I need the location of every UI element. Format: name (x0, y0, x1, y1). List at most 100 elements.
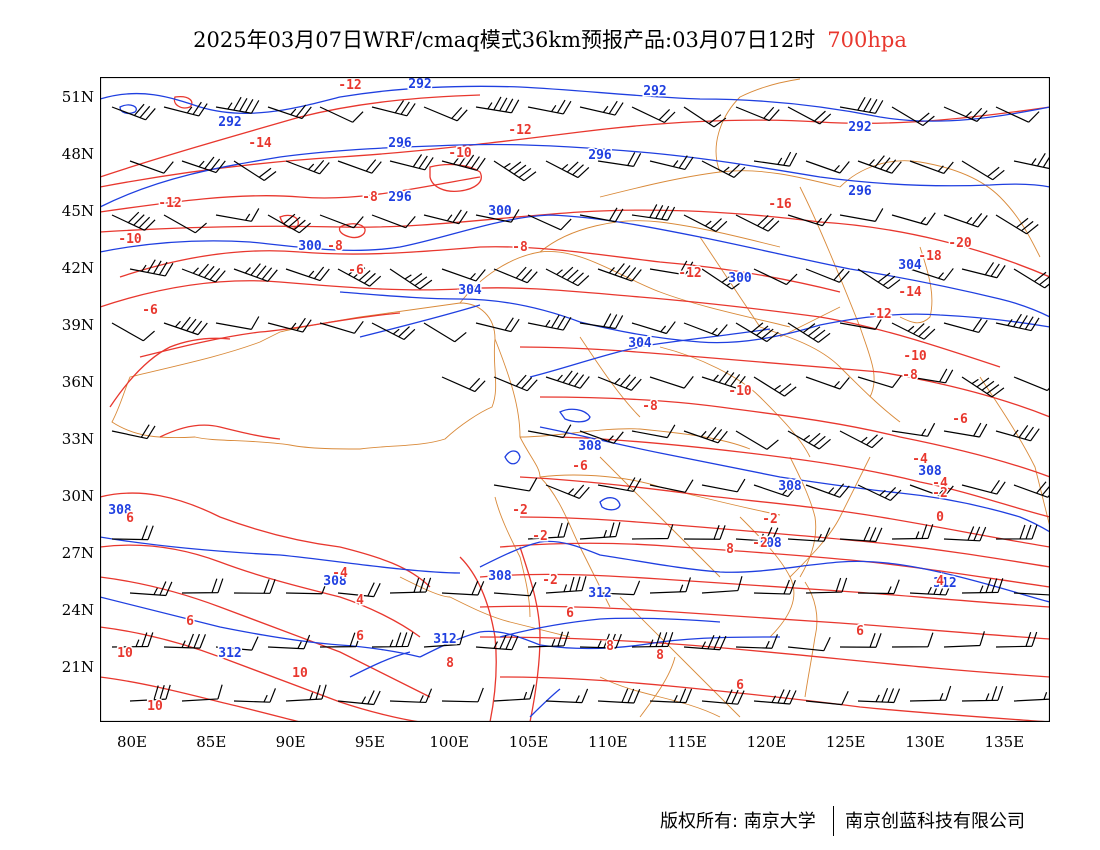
wind-barb (181, 263, 226, 283)
wind-barb (319, 106, 364, 123)
wind-barb (597, 374, 642, 391)
lon-label: 125E (825, 733, 866, 751)
wind-barb (909, 484, 954, 498)
wind-barb (839, 316, 884, 330)
wind-barb (961, 262, 1006, 279)
wind-barb (163, 101, 208, 117)
wind-barb (753, 484, 798, 498)
weather-map: 292 292 292 292 296 296 296 296 300 300 300 304 304 3… (100, 77, 1050, 722)
lon-label: 115E (667, 733, 707, 751)
wind-barb (475, 96, 520, 114)
wind-barb (943, 318, 988, 334)
map-title: 2025年03月07日WRF/cmaq模式36km预报产品:03月07日12时 7… (0, 26, 1100, 54)
temperature-contour-label: -12 (678, 266, 701, 281)
wind-barb (701, 160, 746, 178)
wind-barb (111, 211, 156, 231)
wind-barb (441, 580, 485, 596)
wind-barb (753, 151, 798, 167)
height-contour-label: 300 (728, 271, 752, 286)
wind-barb (337, 582, 381, 598)
temperature-contour-label: -4 (932, 476, 948, 491)
wind-barb (215, 316, 260, 330)
height-contour-label: 308 (578, 439, 602, 454)
temperature-contour-label: 6 (856, 624, 864, 639)
wind-barb (1013, 481, 1050, 498)
wind-barb (631, 524, 674, 540)
wind-barb (961, 160, 1005, 181)
wind-barb (389, 688, 433, 704)
wind-barb (891, 106, 935, 127)
wind-barb (909, 368, 954, 384)
wind-barb (337, 690, 381, 706)
lon-label: 135E (984, 733, 1025, 751)
wind-barb (943, 631, 985, 648)
height-contour-label: 308 (778, 479, 802, 494)
wind-barb (805, 160, 850, 174)
wind-barb (891, 524, 934, 540)
temperature-contour-label: -4 (332, 566, 348, 581)
wind-barb (233, 263, 278, 282)
wind-barb (545, 484, 590, 499)
wind-barb (545, 370, 590, 389)
wind-barb (215, 208, 260, 222)
wind-barb (805, 268, 850, 283)
wind-barb (285, 684, 327, 702)
wind-barb (753, 376, 797, 397)
height-contour-label: 312 (433, 632, 456, 647)
wind-barb (891, 632, 934, 648)
height-contour-label: 296 (388, 136, 412, 151)
wind-barb (857, 687, 901, 704)
wind-barb (683, 634, 727, 651)
temperature-contour-label: -2 (762, 512, 778, 527)
wind-barb (839, 430, 884, 449)
wind-barb (683, 214, 728, 232)
wind-barb (527, 631, 570, 648)
wind-barb (493, 684, 535, 702)
wind-barb (995, 313, 1040, 332)
height-contour-label: 296 (588, 148, 612, 163)
wind-barb (735, 527, 779, 543)
wind-barb (857, 579, 900, 595)
wind-barb (597, 688, 641, 704)
wind-barb (181, 684, 223, 702)
wind-barb (943, 106, 988, 123)
lon-label: 95E (354, 733, 385, 751)
wind-barb (839, 96, 884, 114)
wind-barb (787, 322, 831, 343)
wind-barb (943, 526, 987, 542)
wind-barb (631, 424, 676, 439)
wind-barb (389, 154, 434, 171)
wind-barb (683, 106, 727, 128)
wind-barb (545, 266, 590, 287)
height-contour-label: 308 (758, 536, 782, 551)
wind-barb (943, 422, 988, 438)
wind-barb (943, 213, 988, 228)
temperature-contour-label: 8 (656, 648, 664, 663)
wind-barb (649, 688, 693, 704)
temperature-contour-label: -2 (752, 536, 768, 551)
temperature-contour-label: -8 (642, 399, 658, 414)
wind-barb (267, 213, 311, 234)
temperature-contour-label: -8 (512, 240, 528, 255)
wind-barb (995, 214, 1039, 235)
wind-barb (579, 430, 624, 444)
wind-barb (423, 322, 467, 343)
temperature-contour-label: 0 (936, 510, 944, 525)
wind-barb (631, 106, 676, 124)
wind-barb (371, 100, 416, 117)
temperature-contour-label: -10 (903, 349, 927, 364)
wind-barb (579, 633, 622, 649)
wind-barb (527, 522, 569, 540)
wind-barb (181, 156, 226, 174)
height-contour-label: 292 (643, 84, 666, 99)
wind-barb (181, 578, 224, 594)
wind-barb (163, 633, 206, 649)
wind-barb (701, 478, 746, 493)
wind-barb (1013, 376, 1050, 392)
temperature-contour-label: -6 (572, 459, 588, 474)
temperature-contour-label: -12 (338, 78, 361, 93)
temperature-contour-label: 6 (736, 678, 744, 693)
wind-barb (389, 268, 433, 290)
wind-barb (579, 207, 624, 223)
temperature-contour-label: 10 (147, 699, 163, 714)
